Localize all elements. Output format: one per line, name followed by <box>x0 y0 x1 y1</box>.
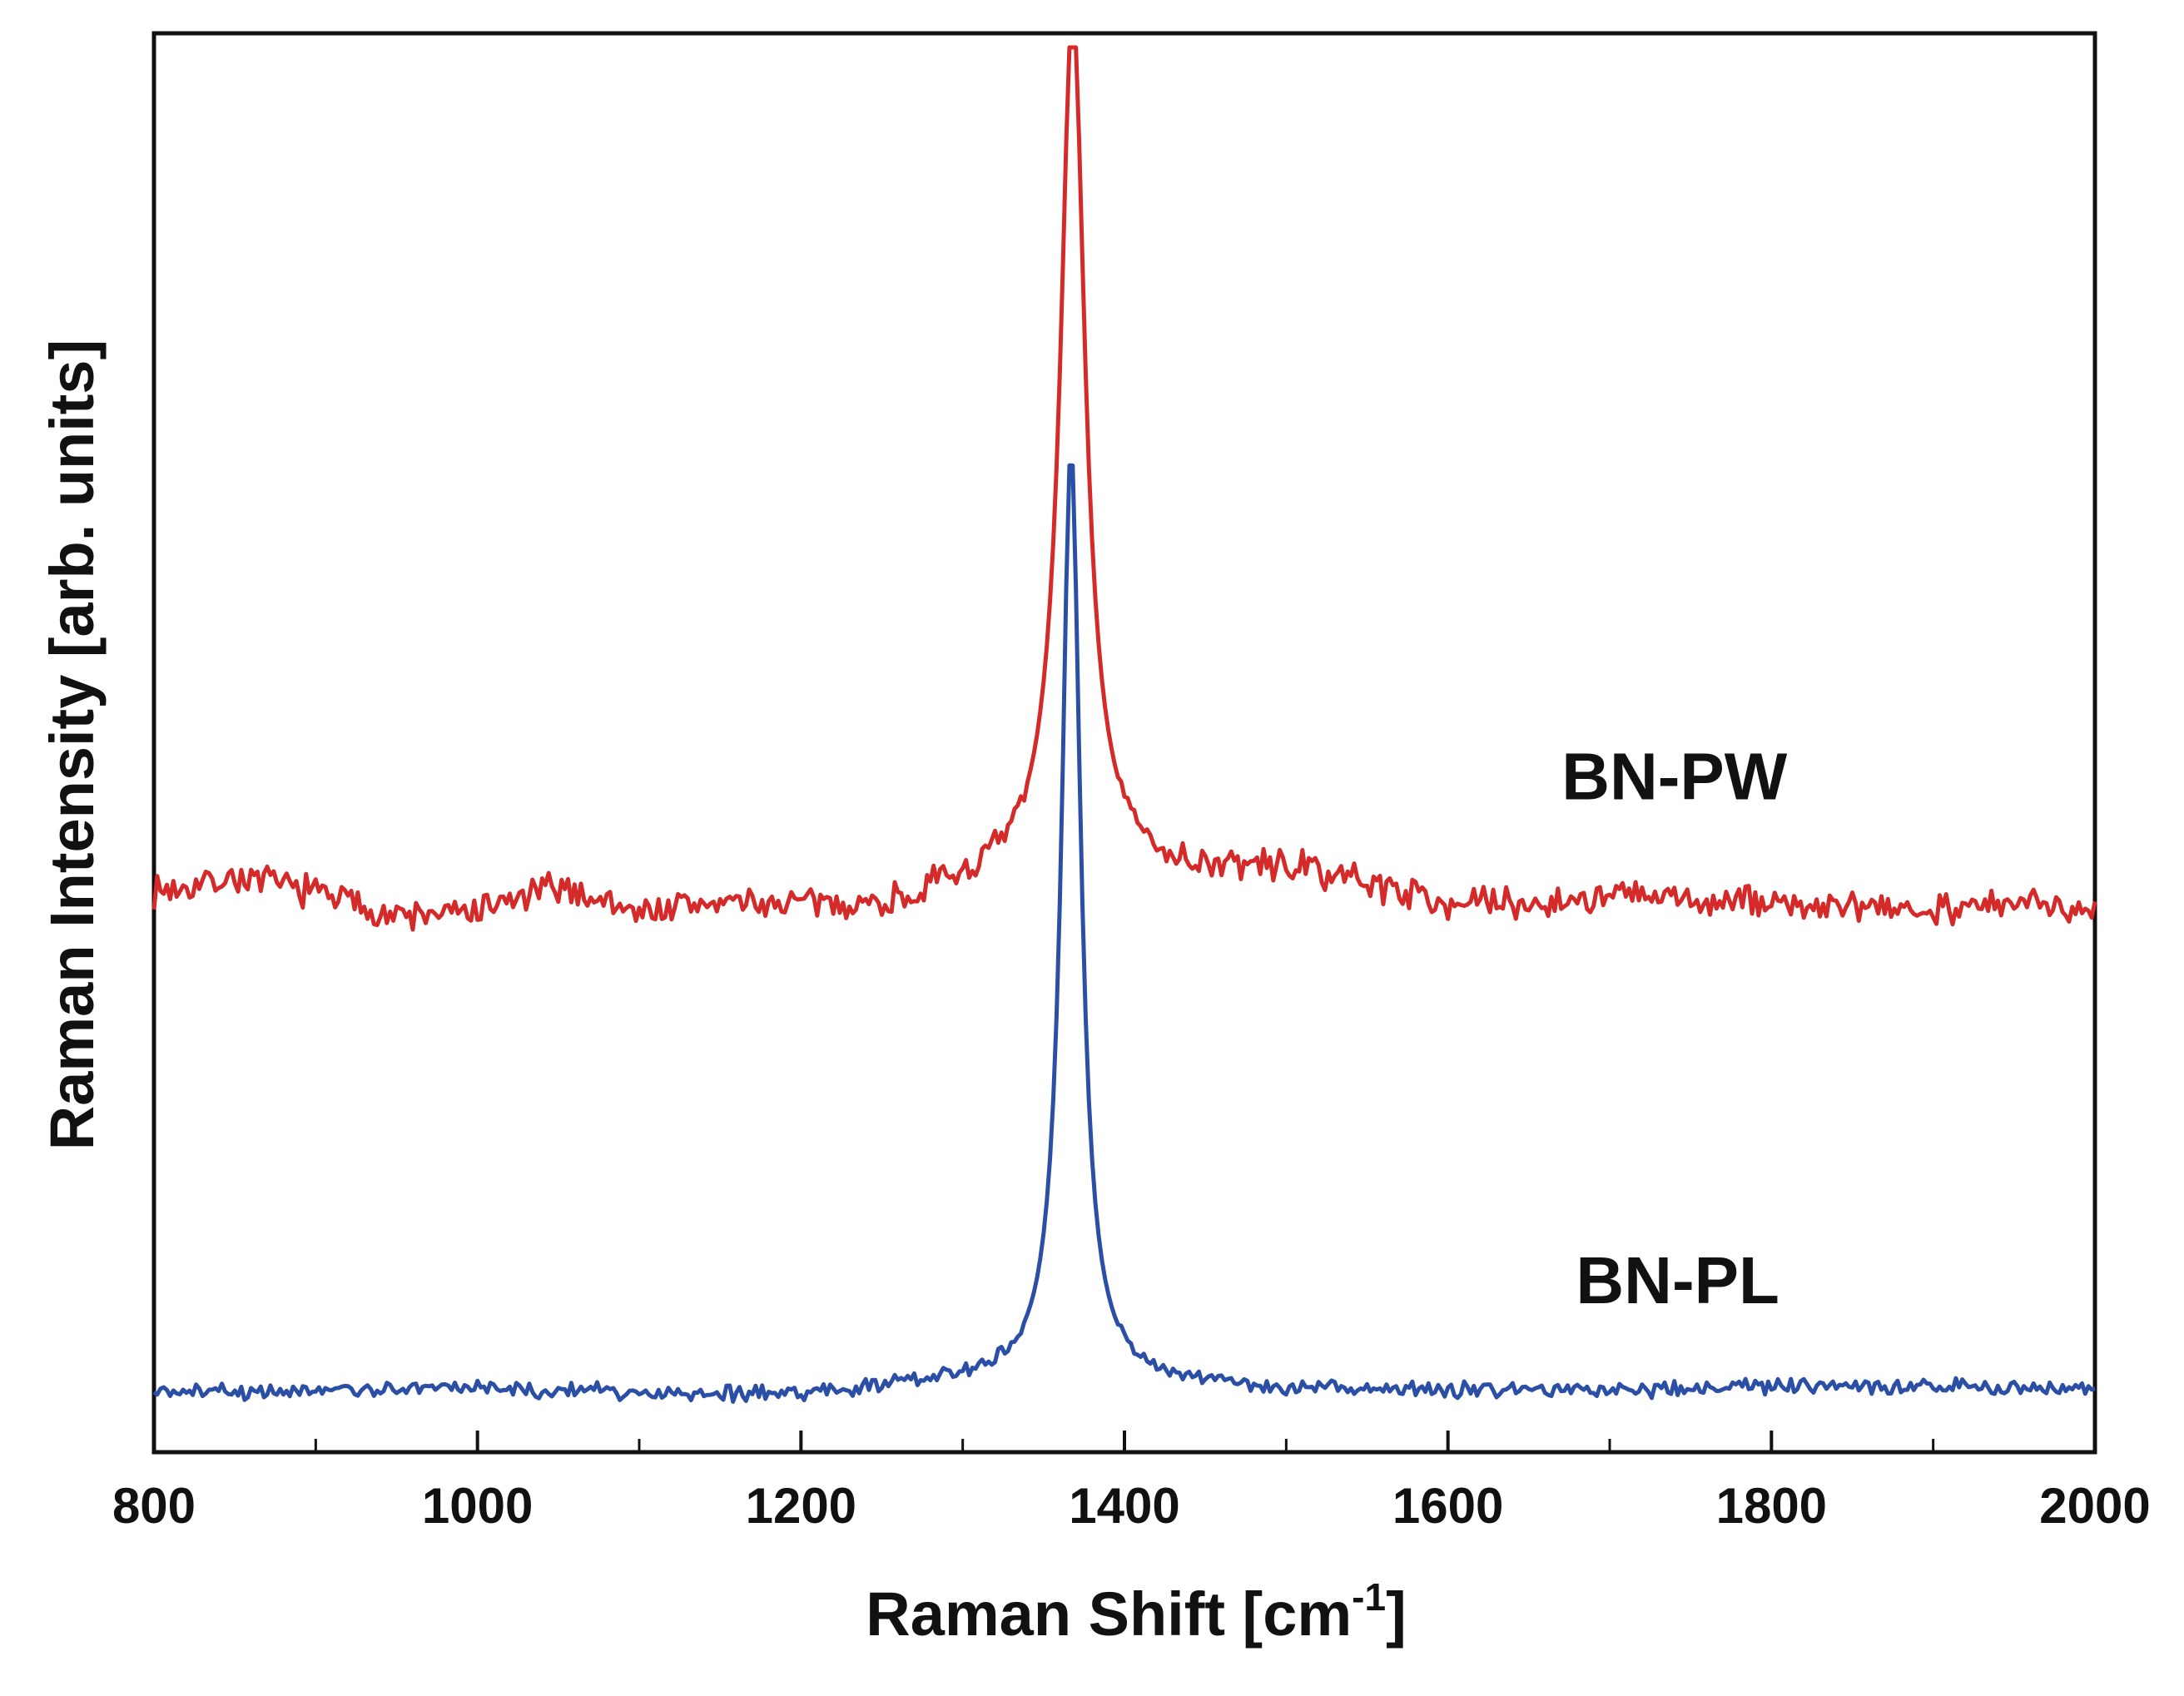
x-tick-label-800: 800 <box>112 1478 196 1534</box>
series-line-bn-pl <box>152 463 2096 1404</box>
plot-frame <box>151 31 2097 1455</box>
x-tick-label-1200: 1200 <box>746 1478 856 1534</box>
x-tick-label-1400: 1400 <box>1069 1478 1179 1534</box>
x-axis-ticks: 800 1000 1200 1400 1600 1800 2000 <box>112 1431 2151 1534</box>
x-tick-label-2000: 2000 <box>2039 1478 2150 1534</box>
series-layer <box>151 45 2097 1404</box>
series-line-bn-pw <box>151 45 2097 932</box>
y-axis-label: Raman Intensity [arb. units] <box>37 340 107 1150</box>
x-tick-label-1000: 1000 <box>422 1478 533 1534</box>
x-tick-label-1800: 1800 <box>1716 1478 1827 1534</box>
x-axis-label: Raman Shift [cm-1] <box>866 1575 1406 1649</box>
annotation-layer: BN-PW BN-PL <box>1561 740 1788 1317</box>
annotation-bn-pl: BN-PL <box>1576 1243 1779 1317</box>
x-tick-label-1600: 1600 <box>1392 1478 1503 1534</box>
annotation-bn-pw: BN-PW <box>1561 740 1788 814</box>
